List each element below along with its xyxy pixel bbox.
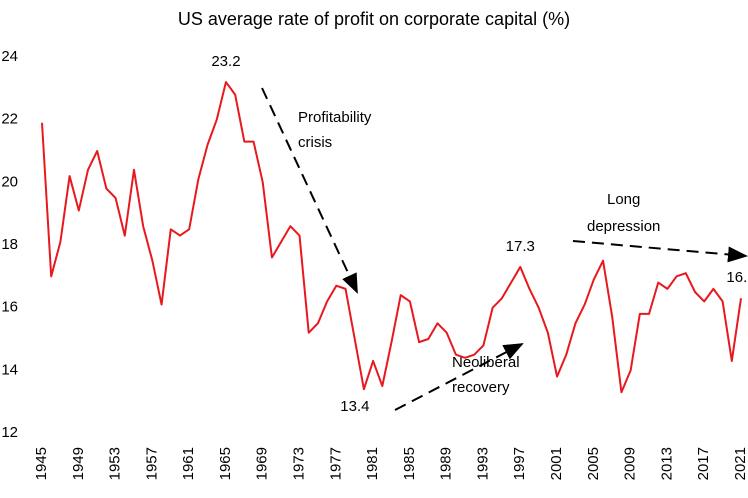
annotation: Long [607,191,640,208]
x-tick-label: 2013 [658,447,675,480]
y-tick-label: 14 [1,361,18,378]
x-tick-label: 2009 [622,447,639,480]
annotation: Profitability [298,109,372,126]
annotation: Neoliberal [452,354,520,371]
y-tick-label: 16 [1,299,18,316]
y-tick-label: 18 [1,236,18,253]
annotation: recovery [452,379,510,396]
x-tick-label: 1997 [511,447,528,480]
arrow [394,343,524,411]
x-tick-label: 1977 [327,447,344,480]
x-tick-label: 1985 [401,447,418,480]
line [41,81,742,394]
x-tick-label: 1993 [474,447,491,480]
y-tick-label: 12 [1,424,18,441]
x-tick-label: 2021 [732,447,748,480]
x-tick-label: 2017 [695,447,712,480]
annotation: crisis [298,134,332,151]
value-label: 16.3 [726,269,748,286]
x-tick-label: 1981 [364,447,381,480]
value-label: 23.2 [211,53,240,70]
annotation: depression [587,218,660,235]
x-tick-label: 1961 [180,447,197,480]
chart-title: US average rate of profit on corporate c… [178,9,570,29]
x-tick-label: 2005 [585,447,602,480]
x-tick-label: 1949 [70,447,87,480]
x-tick-label: 1945 [33,447,50,480]
x-tick-label: 1973 [290,447,307,480]
x-tick-label: 2001 [548,447,565,480]
x-tick-label: 1953 [107,447,124,480]
x-tick-label: 1965 [217,447,234,480]
arrow [572,240,748,263]
y-tick-label: 20 [1,173,18,190]
value-label: 13.4 [340,398,369,415]
x-tick-label: 1989 [438,447,455,480]
y-tick-label: 22 [1,111,18,128]
y-tick-label: 24 [1,48,18,65]
value-label: 17.3 [506,238,535,255]
x-tick-label: 1957 [143,447,160,480]
x-tick-label: 1969 [254,447,271,480]
